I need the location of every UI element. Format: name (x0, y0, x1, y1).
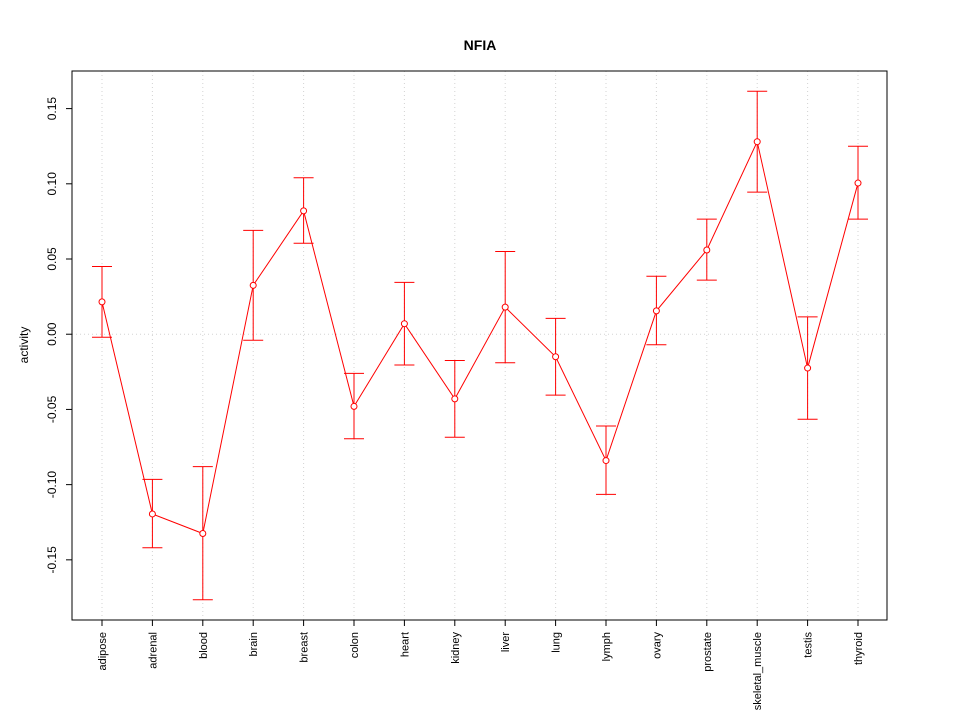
data-point (602, 457, 610, 465)
data-point (703, 246, 711, 254)
y-tick-label: 0.05 (45, 247, 59, 271)
data-point (350, 402, 358, 410)
data-point (400, 320, 408, 328)
y-axis-label: activity (17, 327, 31, 364)
x-tick-label: colon (349, 632, 361, 658)
x-tick-label: blood (198, 632, 210, 659)
x-tick-label: lung (551, 632, 563, 653)
y-tick-label: -0.05 (45, 395, 59, 423)
x-tick-label: liver (500, 632, 512, 653)
x-tick-label: breast (299, 632, 311, 663)
data-point (753, 138, 761, 146)
data-point (501, 303, 509, 311)
x-tick-label: brain (248, 632, 260, 656)
x-tick-label: skeletal_muscle (752, 632, 764, 710)
axes: -0.15 -0.10 -0.05 0.00 0.05 0.10 0.15 adipose ad… (45, 97, 865, 711)
y-tick-label: -0.10 (45, 471, 59, 499)
data-point (249, 281, 257, 289)
y-tick-label: 0.15 (45, 97, 59, 121)
series-line (101, 140, 859, 535)
x-tick-label: ovary (651, 632, 663, 659)
data-point (199, 530, 207, 538)
y-tick-label: -0.15 (45, 546, 59, 574)
x-tick-label: lymph (601, 632, 613, 661)
data-point (300, 207, 308, 215)
data-point (552, 353, 560, 361)
x-tick-label: adipose (97, 632, 109, 671)
x-tick-label: prostate (702, 632, 714, 672)
y-tick-label: 0.00 (45, 322, 59, 346)
chart-title: NFIA (464, 37, 497, 53)
data-point (451, 395, 459, 403)
data-point (854, 179, 862, 187)
x-tick-label: heart (399, 632, 411, 657)
x-tick-label: testis (803, 632, 815, 658)
x-tick-label: thyroid (853, 632, 865, 665)
data-point (804, 364, 812, 372)
data-point (148, 510, 156, 518)
y-tick-label: 0.10 (45, 172, 59, 196)
data-point (98, 298, 106, 306)
plot-frame (71, 70, 888, 621)
x-tick-label: kidney (450, 632, 462, 664)
x-tick-label: adrenal (147, 632, 159, 669)
series (92, 90, 868, 601)
grid (72, 71, 887, 620)
data-point (652, 307, 660, 315)
